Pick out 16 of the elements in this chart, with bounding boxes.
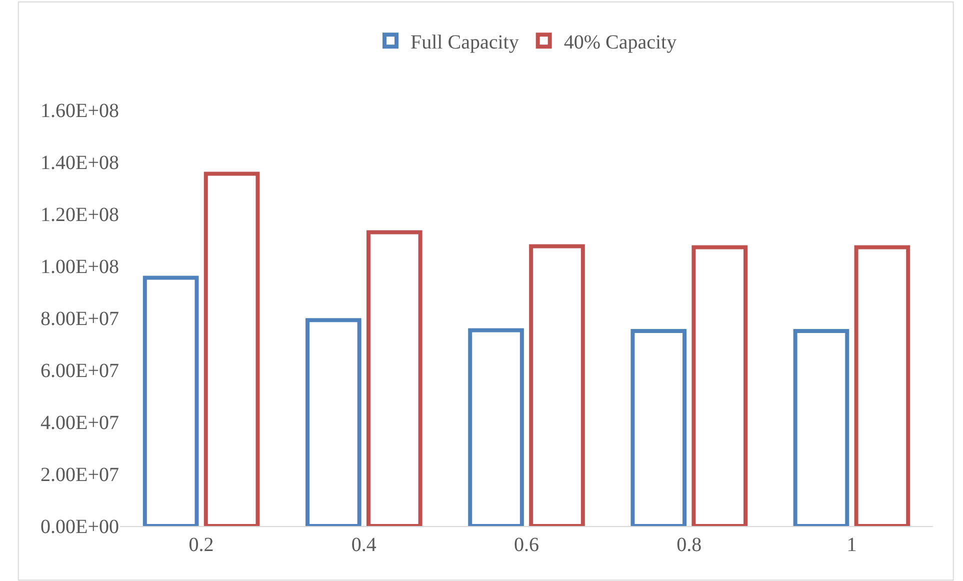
x-tick-label: 0.6 bbox=[514, 534, 539, 556]
y-tick-label: 1.20E+08 bbox=[40, 204, 119, 226]
x-tick-label: 0.8 bbox=[676, 534, 702, 556]
y-tick-label: 1.40E+08 bbox=[40, 152, 119, 174]
y-tick-label: 0.00E+00 bbox=[40, 516, 119, 538]
y-tick-label: 1.60E+08 bbox=[40, 100, 119, 122]
y-tick-label: 8.00E+07 bbox=[40, 308, 119, 330]
y-tick-label: 6.00E+07 bbox=[40, 360, 119, 382]
x-tick-label: 0.4 bbox=[351, 534, 376, 556]
y-tick-label: 1.00E+08 bbox=[40, 256, 119, 278]
x-tick-label: 1 bbox=[846, 534, 857, 556]
legend-label: 40% Capacity bbox=[564, 31, 677, 54]
y-tick-label: 4.00E+07 bbox=[40, 412, 119, 434]
legend-label: Full Capacity bbox=[410, 31, 519, 54]
x-tick-label: 0.2 bbox=[188, 534, 214, 556]
y-tick-label: 2.00E+07 bbox=[40, 464, 119, 486]
